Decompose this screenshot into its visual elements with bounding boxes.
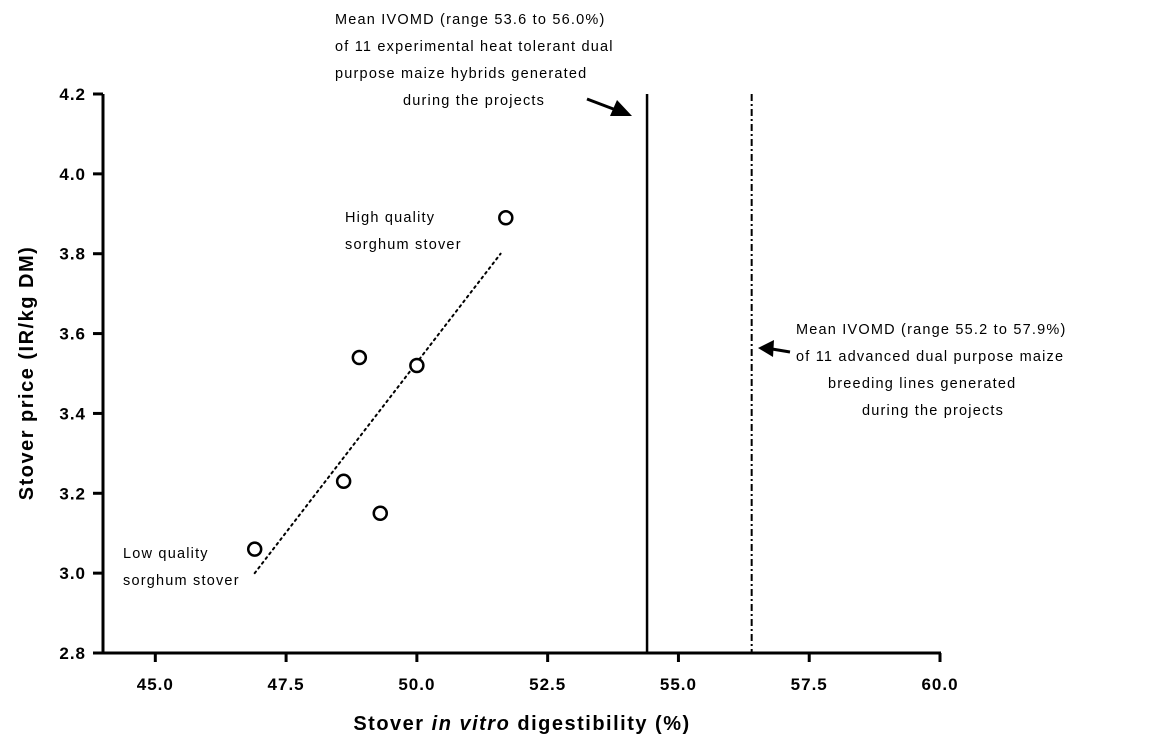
data-points — [246, 210, 514, 557]
data-point — [498, 210, 514, 226]
trend-line — [253, 252, 502, 575]
y-tick-label: 3.6 — [59, 325, 86, 344]
y-tick-label: 3.8 — [59, 245, 86, 264]
arrow-shaft — [586, 97, 617, 112]
breeding-lines-annotation: Mean IVOMD (range 55.2 to 57.9%) of 11 a… — [796, 322, 1067, 419]
annotation-line: sorghum stover — [123, 573, 240, 589]
annotation-line: Mean IVOMD (range 53.6 to 56.0%) — [335, 12, 606, 28]
x-axis-title-italic: in vitro — [432, 713, 511, 735]
y-axis-title: Stover price (IR/kg DM) — [16, 246, 38, 501]
annotation-line: sorghum stover — [345, 237, 462, 253]
annotation-line: during the projects — [862, 403, 1004, 419]
y-tick-label: 4.0 — [59, 165, 86, 184]
x-axis-title: Stover in vitro digestibility (%) — [353, 713, 690, 735]
x-axis-title-pre: Stover — [353, 713, 431, 735]
y-tick-label: 4.2 — [59, 85, 86, 104]
axes — [101, 94, 941, 655]
x-tick-label: 57.5 — [791, 675, 828, 694]
annotation-line: breeding lines generated — [828, 376, 1016, 392]
y-tick-label: 3.0 — [59, 564, 86, 583]
annotation-line: Mean IVOMD (range 55.2 to 57.9%) — [796, 322, 1067, 338]
arrow-to-solid-line — [586, 97, 632, 116]
y-tick-label: 3.2 — [59, 484, 86, 503]
y-axis-ticks: 2.8 3.0 3.2 3.4 3.6 3.8 4.0 4.2 — [59, 85, 103, 663]
x-tick-label: 45.0 — [137, 675, 174, 694]
x-tick-label: 50.0 — [398, 675, 435, 694]
low-quality-label: Low quality sorghum stover — [123, 546, 240, 589]
annotation-line: purpose maize hybrids generated — [335, 66, 587, 82]
arrow-to-dashdot-line — [758, 340, 791, 357]
annotation-line: of 11 advanced dual purpose maize — [796, 349, 1064, 365]
annotation-line: during the projects — [403, 93, 545, 109]
reference-lines — [253, 94, 753, 653]
data-point — [372, 505, 389, 521]
y-tick-label: 3.4 — [59, 404, 86, 423]
hybrids-annotation: Mean IVOMD (range 53.6 to 56.0%) of 11 e… — [335, 12, 614, 109]
annotation-line: High quality — [345, 210, 435, 226]
y-tick-label: 2.8 — [59, 644, 86, 663]
x-tick-label: 52.5 — [529, 675, 566, 694]
x-tick-label: 55.0 — [660, 675, 697, 694]
arrow-head — [610, 100, 632, 116]
high-quality-label: High quality sorghum stover — [345, 210, 462, 253]
x-tick-label: 60.0 — [921, 675, 958, 694]
data-point — [335, 473, 352, 490]
data-point — [351, 349, 368, 366]
annotation-line: of 11 experimental heat tolerant dual — [335, 39, 614, 55]
data-point — [246, 541, 263, 557]
arrow-head — [758, 340, 774, 357]
annotation-line: Low quality — [123, 546, 209, 562]
arrow-shaft — [771, 347, 791, 354]
data-point — [409, 357, 425, 374]
x-axis-title-post: digestibility (%) — [510, 713, 690, 735]
x-tick-label: 47.5 — [268, 675, 305, 694]
x-axis-ticks: 45.0 47.5 50.0 52.5 55.0 57.5 60.0 — [137, 653, 958, 694]
